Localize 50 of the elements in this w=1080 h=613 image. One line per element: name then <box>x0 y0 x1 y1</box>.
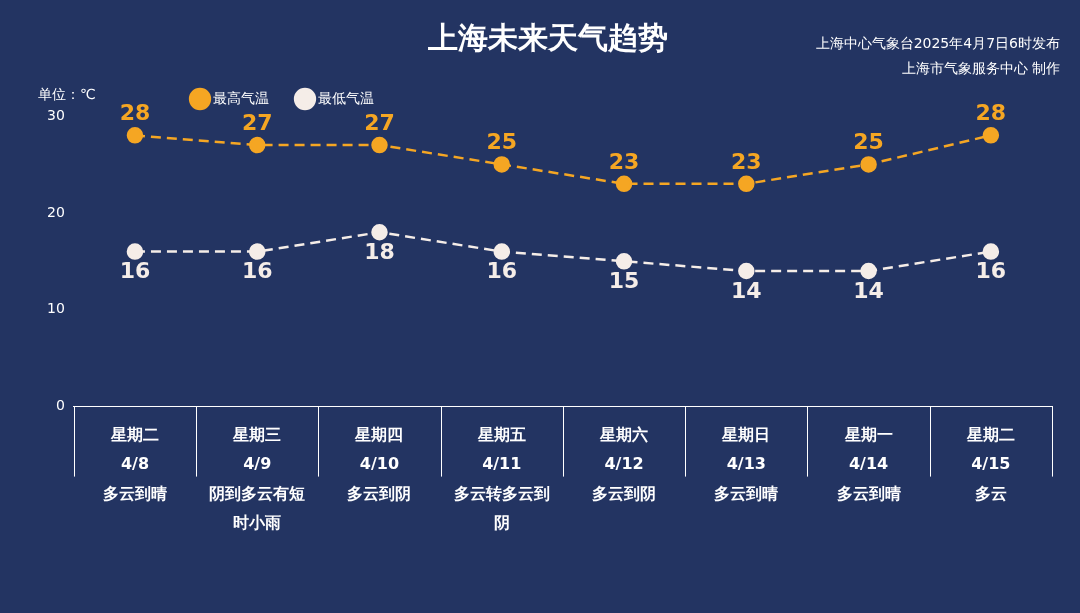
data-label: 18 <box>364 238 395 264</box>
y-tick-label: 30 <box>46 106 65 123</box>
point <box>738 175 755 193</box>
legend-label: 最低气温 <box>318 89 374 106</box>
point <box>615 253 633 270</box>
point <box>371 136 388 154</box>
data-label: 16 <box>119 258 151 284</box>
point <box>860 156 877 173</box>
data-label: 14 <box>731 277 762 303</box>
data-label: 16 <box>486 258 518 284</box>
data-label: 28 <box>119 100 151 126</box>
x-tick-label: 星期二 4/15 多云 <box>965 424 1015 503</box>
text: 上海市气象服务中心 制作 <box>901 59 1060 76</box>
data-label: 27 <box>364 109 395 135</box>
x-tick-label: 星期一 4/14 多云到晴 <box>836 424 901 503</box>
point <box>371 223 388 241</box>
chart-title: 上海未来天气趋势 <box>427 19 668 55</box>
x-tick-label: 星期二 4/8 多云到晴 <box>102 424 167 503</box>
data-label: 23 <box>731 148 762 174</box>
x-tick-label: 星期日 4/13 多云到晴 <box>714 424 779 503</box>
y-tick-label: 10 <box>46 300 65 317</box>
text: 上海中心气象台2025年4月7日6时发布 <box>815 34 1060 51</box>
point <box>982 243 1000 260</box>
point <box>982 127 1000 144</box>
point <box>738 262 755 280</box>
point <box>126 243 144 260</box>
point <box>493 243 511 260</box>
data-label: 16 <box>241 258 273 284</box>
data-label: 27 <box>241 109 273 135</box>
data-label: 16 <box>975 258 1007 284</box>
x-tick-label: 星期六 4/12 多云到阴 <box>592 424 657 503</box>
x-tick-label: 星期五 4/11 多云转多云到阴 <box>453 424 550 533</box>
point <box>248 136 266 154</box>
data-label: 25 <box>853 129 884 155</box>
point <box>615 175 633 193</box>
point <box>493 156 511 173</box>
legend-label: 最高气温 <box>213 89 269 106</box>
y-tick-label: 20 <box>46 203 65 220</box>
point <box>126 127 144 144</box>
point <box>248 243 266 260</box>
data-label: 25 <box>486 129 518 155</box>
data-label: 14 <box>853 277 884 303</box>
x-tick-label: 星期三 4/9 阴到多云有短时小雨 <box>209 424 306 533</box>
data-label: 23 <box>608 148 640 174</box>
point <box>860 262 877 280</box>
data-label: 28 <box>975 100 1007 126</box>
x-tick-label: 星期四 4/10 多云到阴 <box>347 424 412 503</box>
data-label: 15 <box>608 268 640 294</box>
y-tick-label: 0 <box>55 397 65 414</box>
y-axis-title: 单位：℃ <box>38 85 96 102</box>
